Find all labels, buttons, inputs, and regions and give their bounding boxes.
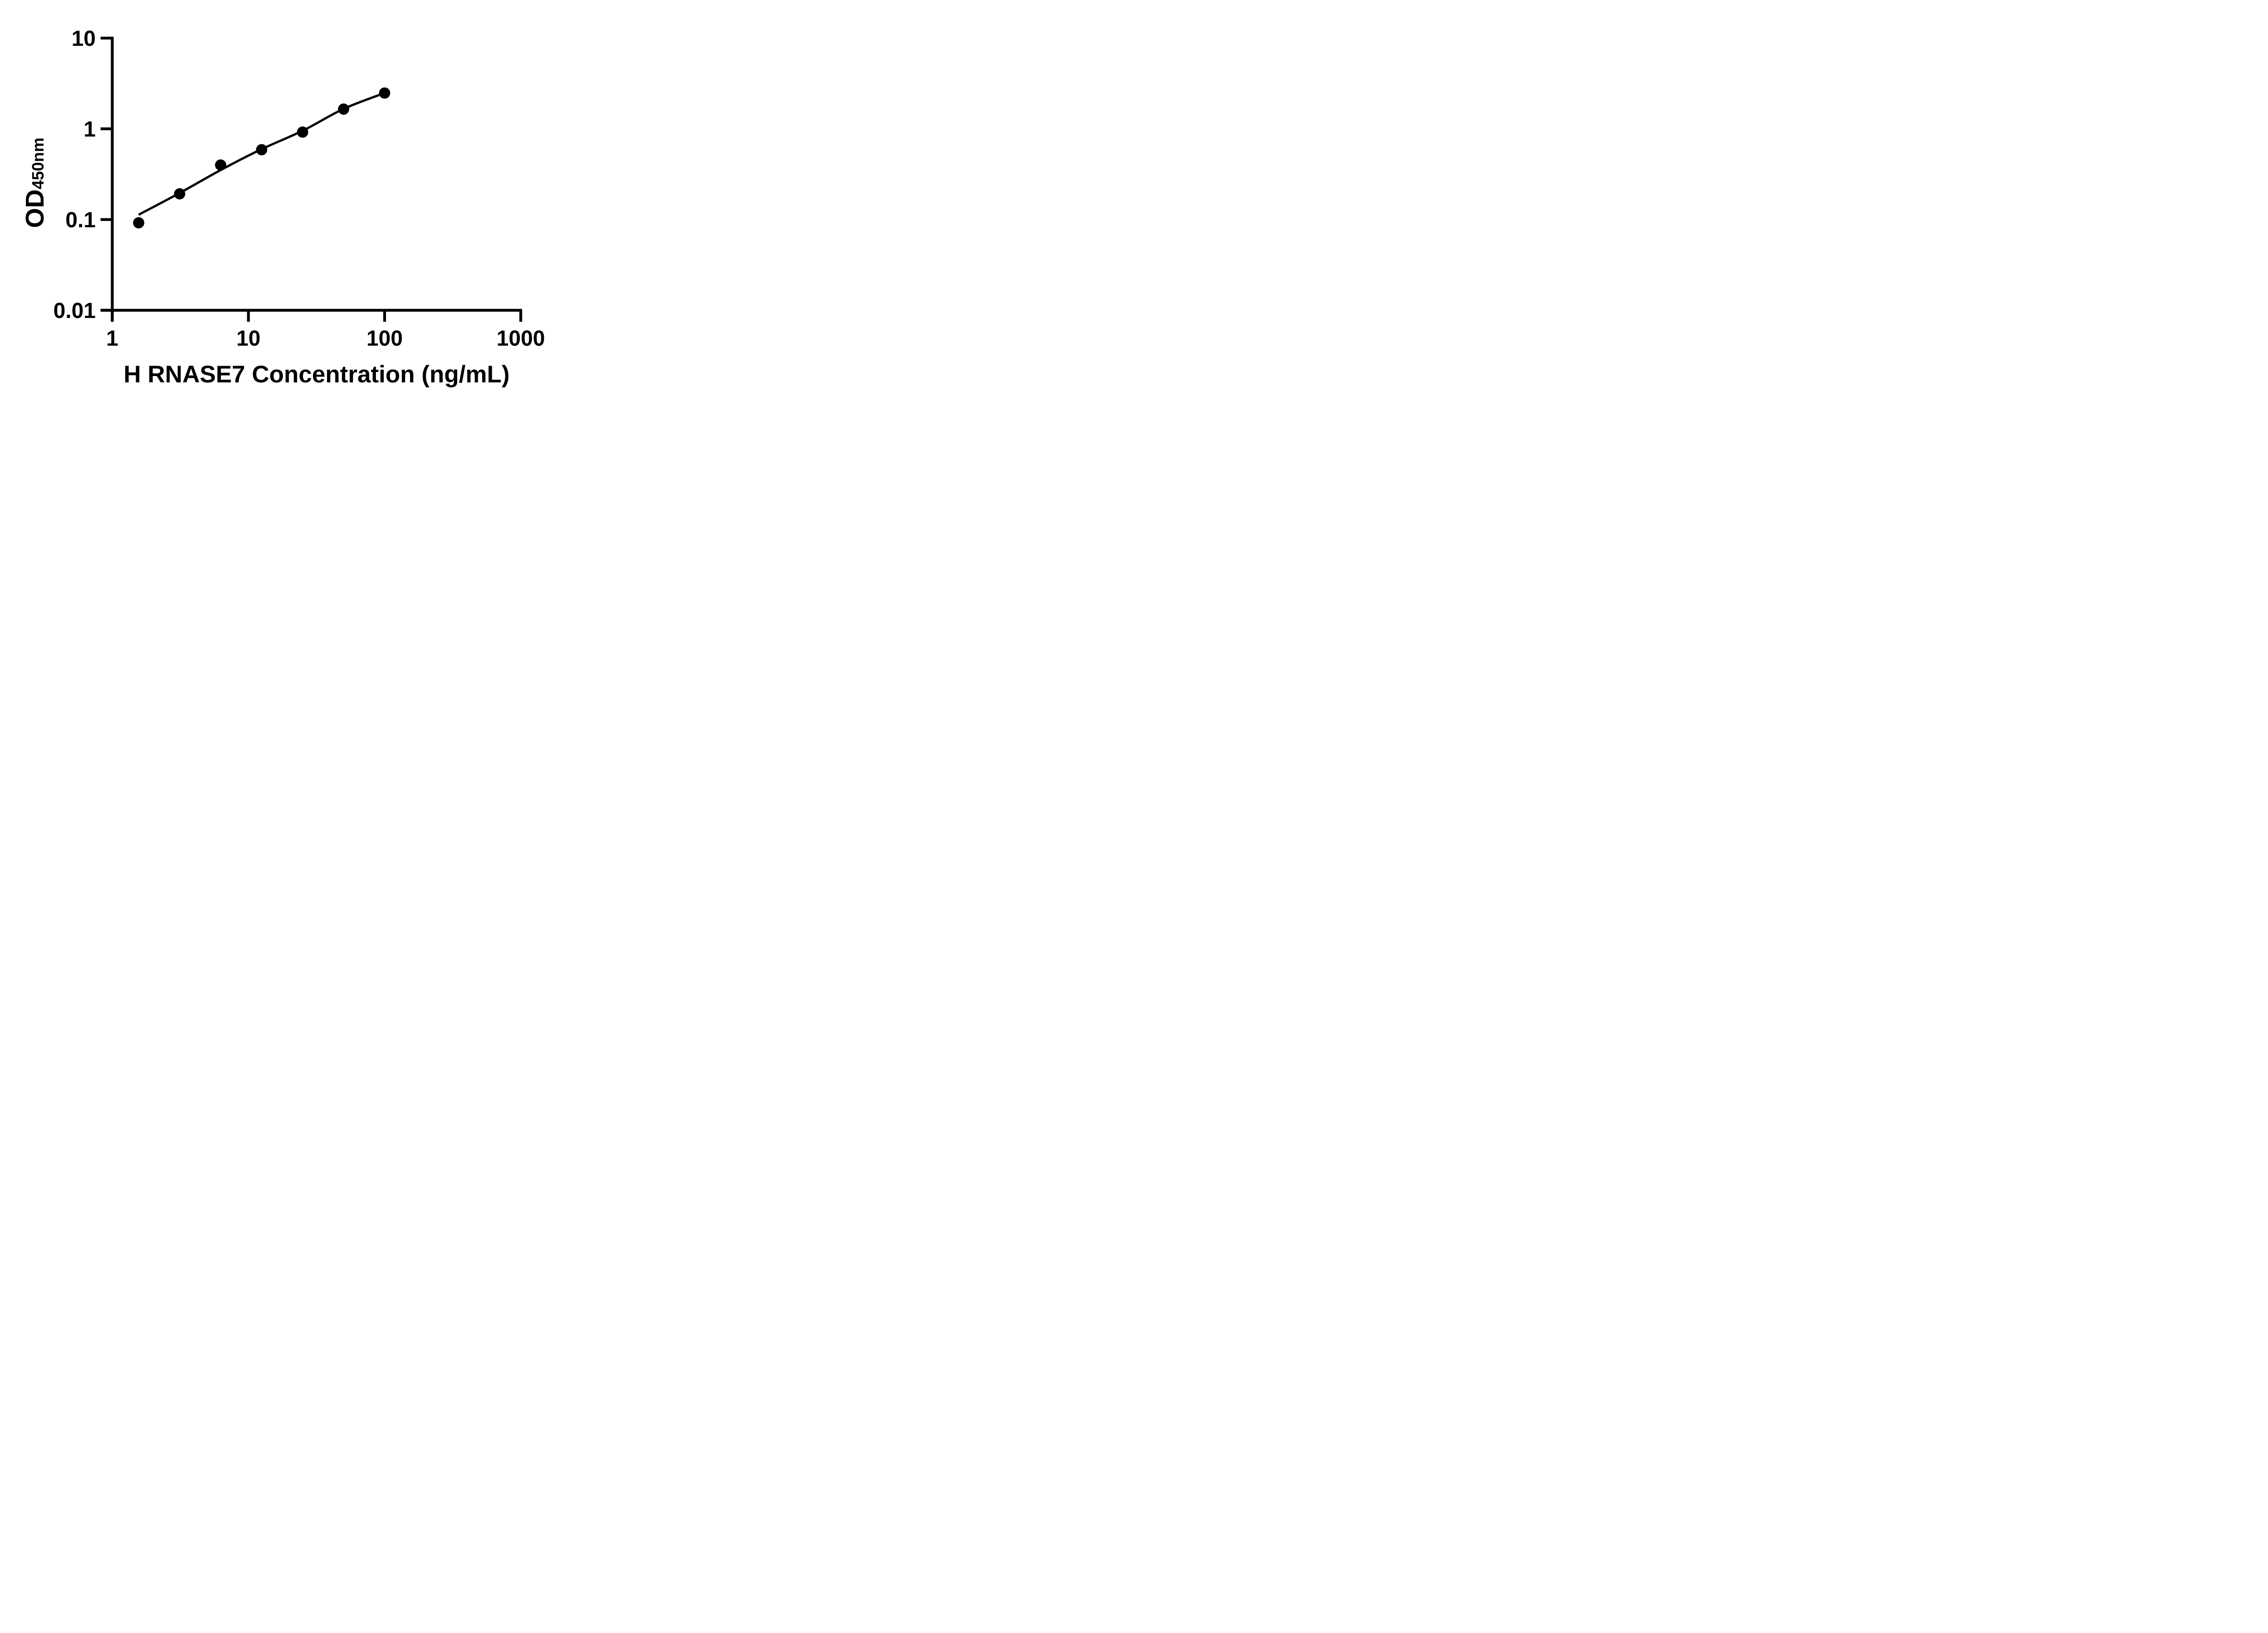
y-tick-label-0.1: 0.1 <box>65 208 96 232</box>
standard-curve-chart: 10 1 0.1 0.01 1 10 100 1000 <box>54 27 545 351</box>
data-point-3 <box>215 159 226 171</box>
elisa-standard-curve-figure: 10 1 0.1 0.01 1 10 100 1000 H RNASE7 Concentrat… <box>0 0 583 408</box>
y-axis-title-subscript: 450nm <box>29 137 47 190</box>
x-tick-label-1: 1 <box>106 327 118 351</box>
x-tick-label-100: 100 <box>367 327 403 351</box>
x-axis-title: H RNASE7 Concentration (ng/mL) <box>123 361 510 388</box>
data-point-6 <box>338 103 349 115</box>
y-axis-title-base: OD <box>20 189 49 228</box>
data-point-1 <box>133 217 145 229</box>
data-point-4 <box>256 144 268 156</box>
data-point-7 <box>379 87 391 99</box>
y-tick-label-0.01: 0.01 <box>54 299 96 323</box>
y-tick-label-1: 1 <box>83 117 96 142</box>
data-point-5 <box>297 126 308 138</box>
x-tick-label-1000: 1000 <box>497 327 545 351</box>
data-point-2 <box>174 188 186 200</box>
y-axis-title: OD450nm <box>20 137 50 228</box>
x-tick-label-10: 10 <box>236 327 260 351</box>
y-tick-label-10: 10 <box>72 27 96 51</box>
